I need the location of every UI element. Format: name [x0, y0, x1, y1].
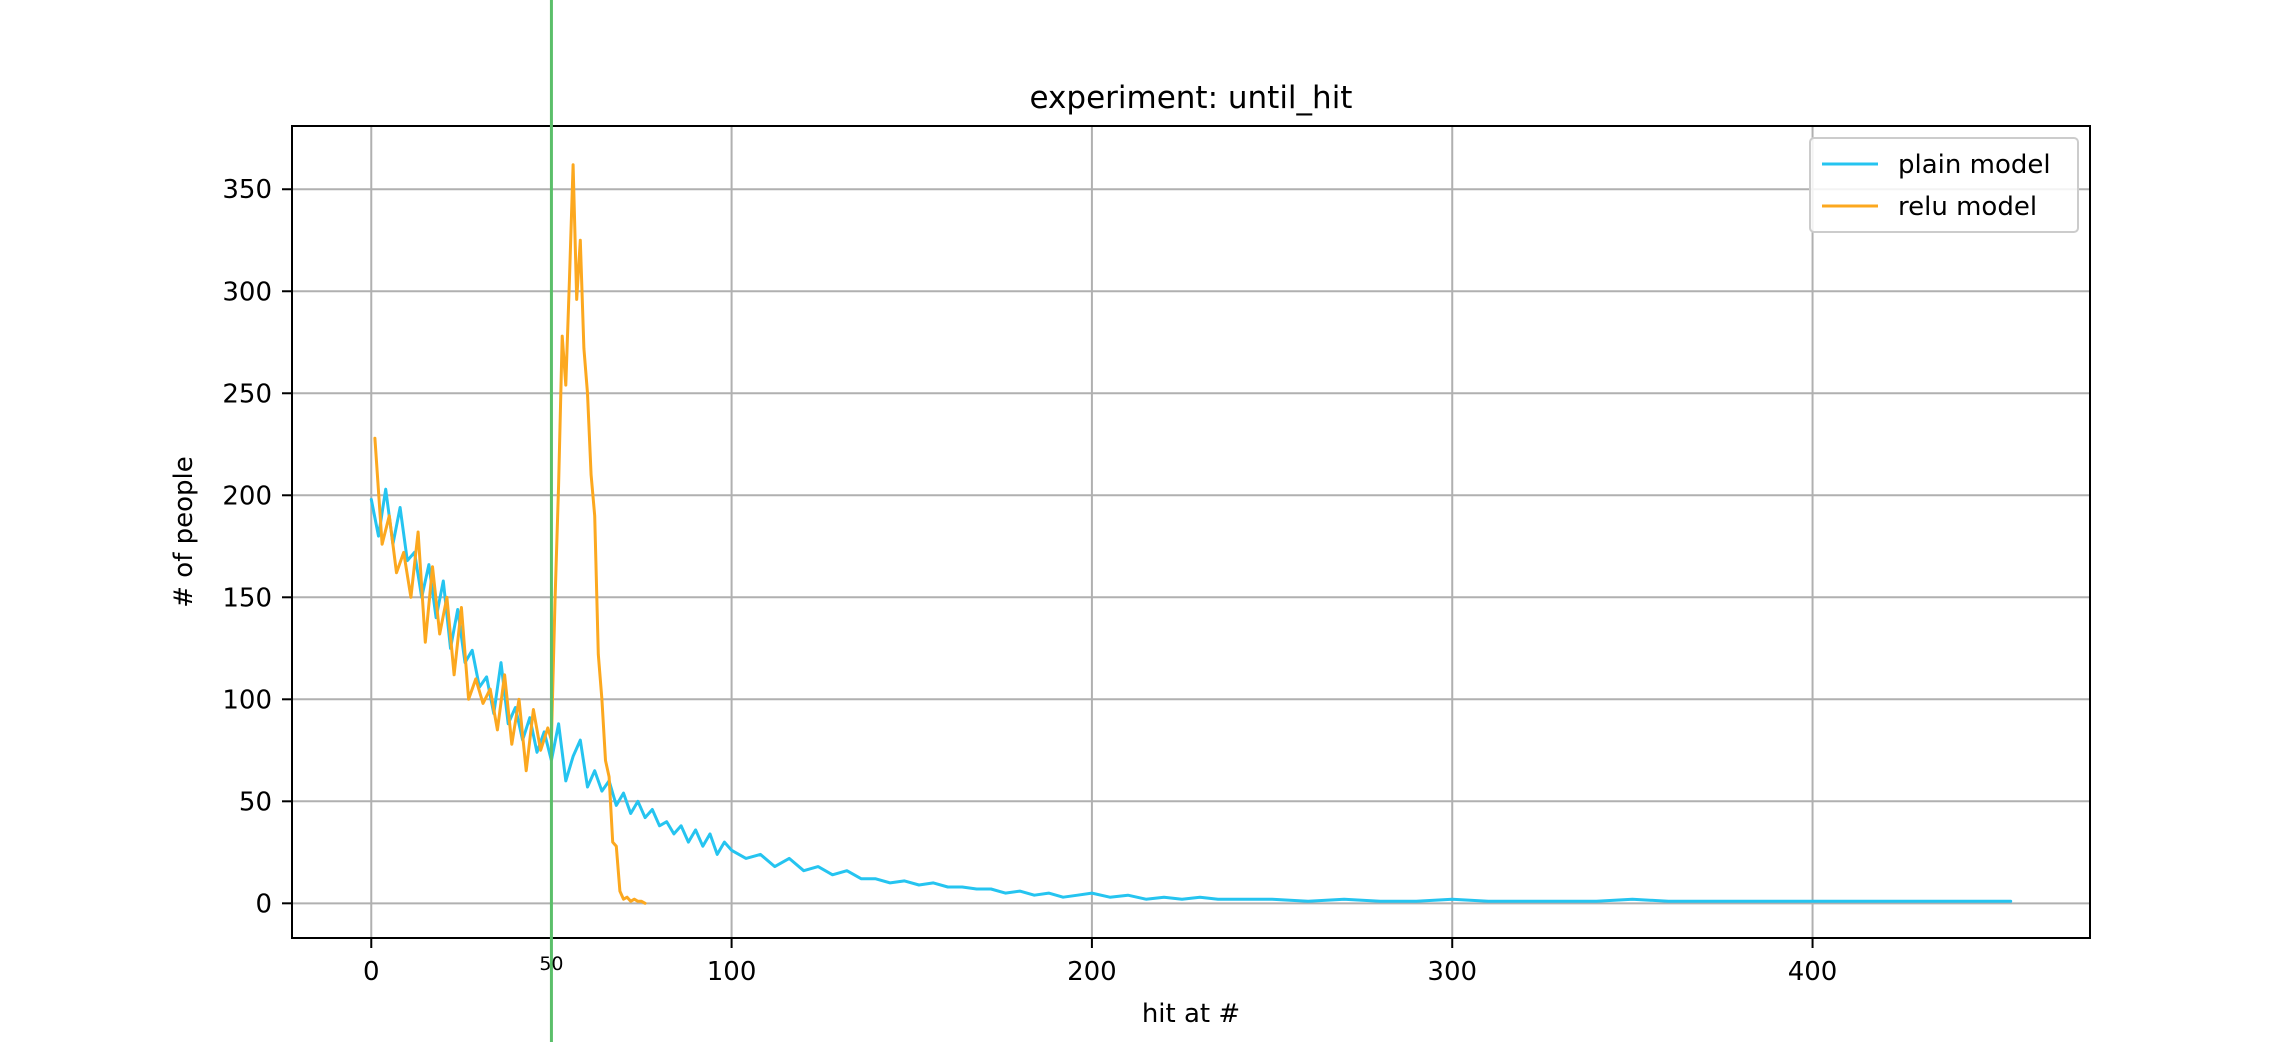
- y-tick-label: 0: [255, 889, 272, 919]
- y-tick-label: 200: [222, 481, 272, 511]
- series-line-1: [369, 487, 2013, 903]
- x-axis-label: hit at #: [1142, 999, 1240, 1029]
- x-tick-label: 200: [1067, 957, 1117, 987]
- y-tick-label: 150: [222, 583, 272, 613]
- y-tick-label: 300: [222, 277, 272, 307]
- series-layer: [369, 163, 2013, 905]
- x-tick-label: 400: [1788, 957, 1838, 987]
- y-tick-label: 50: [239, 787, 272, 817]
- x-tick-label: 300: [1427, 957, 1477, 987]
- series-line-2: [373, 163, 647, 905]
- y-tick-label: 350: [222, 175, 272, 205]
- ticks: 0 100 200 300 400 0 50 100 150 200 250 300 350: [222, 175, 1837, 987]
- legend-frame: [1809, 137, 2079, 233]
- legend-label: relu model: [1898, 192, 2037, 222]
- x-tick-label: 0: [363, 957, 380, 987]
- y-tick-label: 100: [222, 685, 272, 715]
- x-tick-label: 100: [707, 957, 757, 987]
- legend: plain model relu model: [1809, 137, 2079, 233]
- legend-label: plain model: [1898, 150, 2051, 180]
- y-tick-label: 250: [222, 379, 272, 409]
- y-axis-label: # of people: [169, 456, 199, 608]
- plot-frame: [291, 125, 2091, 939]
- chart-title: experiment: until_hit: [1030, 80, 1353, 116]
- reference-line-label: 50: [539, 953, 563, 975]
- grid: [292, 126, 2090, 938]
